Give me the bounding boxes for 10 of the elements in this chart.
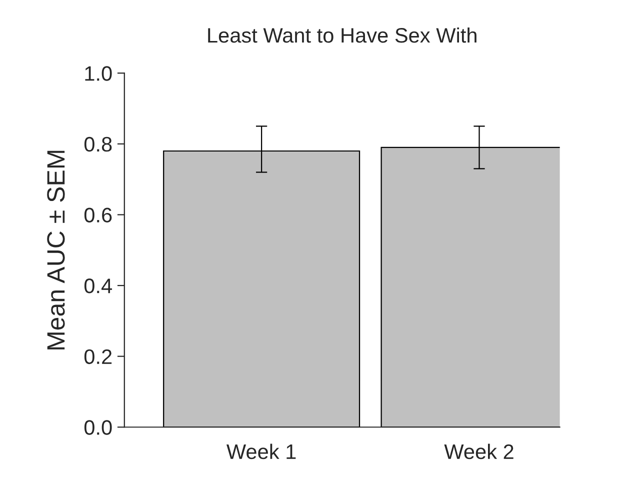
- y-axis-title: Mean AUC ± SEM: [47, 150, 65, 350]
- y-tick-label: 0.2: [84, 349, 112, 364]
- chart-title: Least Want to Have Sex With: [208, 27, 476, 43]
- y-tick-label: 0.6: [84, 208, 112, 222]
- y-tick-label: 0.4: [84, 278, 112, 294]
- x-tick-label: Week 2: [444, 444, 514, 460]
- y-tick-label: 0.8: [84, 136, 112, 152]
- y-tick-label: 1.0: [85, 66, 112, 81]
- y-tick-label: 0.0: [84, 420, 112, 435]
- x-tick-label: Week 1: [226, 444, 296, 460]
